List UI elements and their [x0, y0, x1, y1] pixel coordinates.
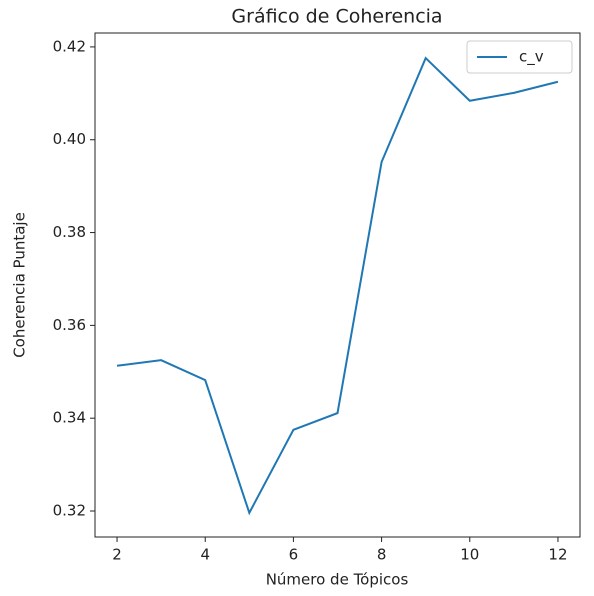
y-tick-label: 0.34 — [53, 409, 86, 427]
x-tick-label: 8 — [377, 546, 387, 564]
y-tick-label: 0.32 — [53, 502, 86, 520]
x-tick-label: 4 — [200, 546, 210, 564]
chart-title: Gráfico de Coherencia — [231, 6, 442, 28]
x-tick-label: 6 — [289, 546, 299, 564]
x-tick-label: 10 — [460, 546, 479, 564]
x-axis-label: Número de Tópicos — [266, 571, 409, 589]
y-tick-label: 0.42 — [53, 37, 86, 55]
y-tick-label: 0.36 — [53, 316, 86, 334]
y-tick-label: 0.38 — [53, 223, 86, 241]
data-line — [116, 56, 559, 516]
x-tick-label: 12 — [548, 546, 567, 564]
legend-label: c_v — [519, 48, 544, 67]
y-axis-label: Coherencia Puntaje — [11, 212, 29, 358]
x-tick-label: 2 — [112, 546, 122, 564]
plot-frame — [94, 32, 581, 538]
legend-box — [466, 40, 573, 74]
y-tick-label: 0.40 — [53, 130, 86, 148]
